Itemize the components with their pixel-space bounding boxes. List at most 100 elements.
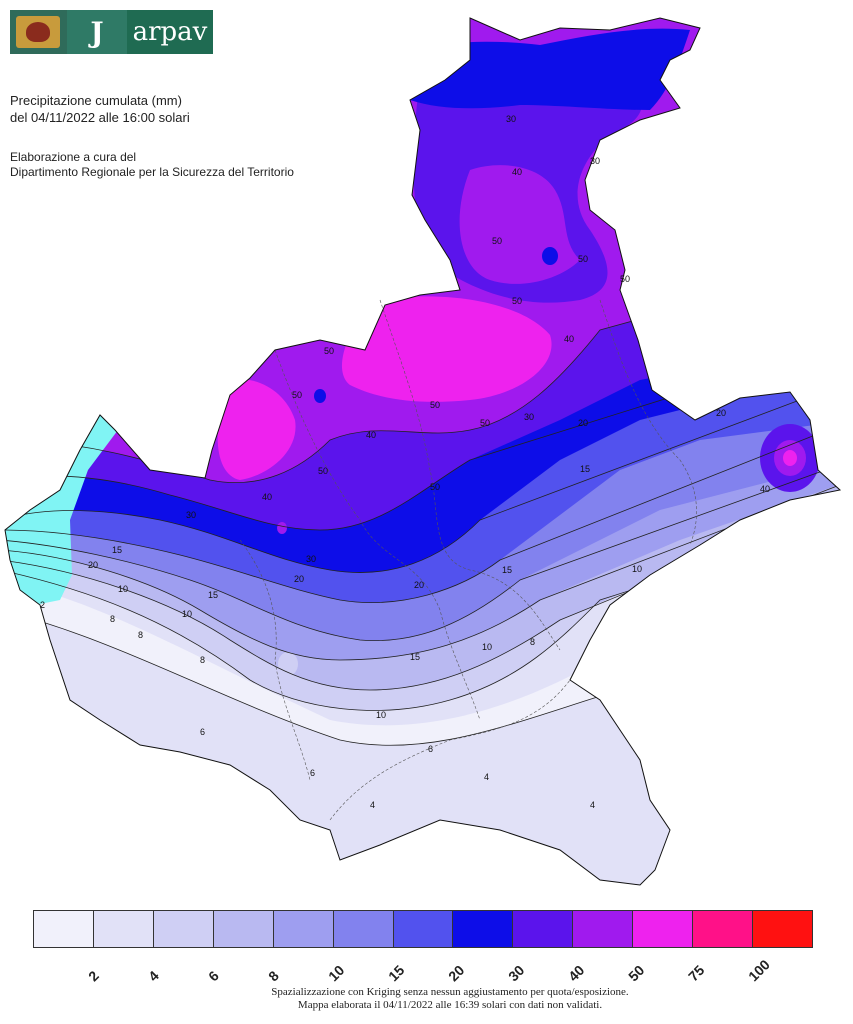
contour-6 (5, 519, 840, 711)
band-30-north (410, 28, 690, 111)
contour-label-20d: 20 (88, 560, 98, 570)
contour-label-30d: 30 (506, 114, 516, 124)
contour-label-6c: 6 (310, 768, 315, 778)
credit-line-1: Elaborazione a cura del (10, 150, 137, 164)
contour-label-30: 30 (306, 554, 316, 564)
contour-label-50j: 50 (620, 274, 630, 284)
contour-label-8: 8 (200, 655, 205, 665)
legend-tick-30: 30 (505, 961, 528, 985)
contour-label-20c: 20 (578, 418, 588, 428)
map-credit: Elaborazione a cura del Dipartimento Reg… (10, 150, 294, 180)
legend-swatch-4-6 (153, 911, 214, 947)
contour-label-6b: 6 (428, 744, 433, 754)
legend-tick-20: 20 (445, 961, 468, 985)
brand-wordmark: arpav (127, 10, 213, 54)
contour-label-15c: 15 (502, 565, 512, 575)
contour-label-20e: 20 (716, 408, 726, 418)
legend-swatch-8-10 (273, 911, 334, 947)
contour-label-4b: 4 (484, 772, 489, 782)
legend-tick-50: 50 (625, 961, 648, 985)
contour-label-15d: 15 (580, 464, 590, 474)
band-50-cell (277, 522, 287, 534)
footer-line-1: Spazializzazione con Kriging senza nessu… (271, 986, 629, 998)
legend-swatch-40-50 (573, 911, 634, 947)
contour-label-2: 2 (40, 600, 45, 610)
province-borders (239, 299, 697, 821)
legend-tick-15: 15 (385, 961, 408, 985)
contour-label-10: 10 (376, 710, 386, 720)
legend-tick-8: 8 (265, 967, 282, 985)
legend-swatch-75-100 (693, 911, 754, 947)
contour-label-50i: 50 (578, 254, 588, 264)
contour-label-10b: 10 (182, 609, 192, 619)
contour-label-8d: 8 (110, 614, 115, 624)
contour-labels: 4 4 4 6 6 6 8 8 8 8 10 10 10 10 10 15 15… (40, 114, 770, 810)
contour-label-50h: 50 (318, 466, 328, 476)
contour-label-15e: 15 (112, 545, 122, 555)
contour-4 (5, 599, 840, 746)
legend-swatch-50-75 (633, 911, 694, 947)
credit-line-2: Dipartimento Regionale per la Sicurezza … (10, 165, 294, 179)
precipitation-map: 4 4 4 6 6 6 8 8 8 8 10 10 10 10 10 15 15… (4, 17, 842, 886)
contour-label-40b: 40 (366, 430, 376, 440)
band-30-cell (542, 247, 558, 265)
contour-10 (5, 479, 840, 661)
band-75-center (341, 296, 552, 402)
title-line-2: del 04/11/2022 alle 16:00 solari (10, 110, 190, 125)
title-line-1: Precipitazione cumulata (mm) (10, 93, 182, 108)
contour-40 (5, 339, 840, 531)
contour-label-10c: 10 (482, 642, 492, 652)
lake-garda (5, 415, 118, 605)
band-75-east (783, 450, 797, 466)
legend-tick-100: 100 (745, 956, 773, 985)
contour-label-4c: 4 (590, 800, 595, 810)
contour-label-20: 20 (294, 574, 304, 584)
contour-label-40: 40 (262, 492, 272, 502)
contour-label-40c: 40 (512, 167, 522, 177)
contour-label-30c: 30 (524, 412, 534, 422)
legend-tick-6: 6 (205, 967, 222, 985)
contour-label-50d: 50 (492, 236, 502, 246)
contour-label-15: 15 (410, 652, 420, 662)
contour-label-50e: 50 (324, 346, 334, 356)
contour-label-50: 50 (430, 400, 440, 410)
contour-15 (5, 459, 840, 642)
legend-swatch-6-8 (213, 911, 274, 947)
lion-emblem-icon (10, 10, 67, 54)
contour-label-50f: 50 (292, 390, 302, 400)
contour-label-15b: 15 (208, 590, 218, 600)
contour-label-30b: 30 (186, 510, 196, 520)
contour-label-50b: 50 (480, 418, 490, 428)
legend-tick-4: 4 (145, 967, 162, 985)
legend-tick-75: 75 (685, 961, 708, 985)
arpav-logo: J arpav (10, 10, 213, 54)
legend-swatch-2-4 (93, 911, 154, 947)
footer-line-2: Mappa elaborata il 04/11/2022 alle 16:39… (297, 999, 603, 1011)
contour-label-30e: 30 (590, 156, 600, 166)
contour-label-10d: 10 (632, 564, 642, 574)
contour-label-50g: 50 (430, 482, 440, 492)
contour-label-8b: 8 (138, 630, 143, 640)
band-75-west (217, 379, 296, 480)
legend-swatch-0-2 (34, 911, 94, 947)
legend-tick-40: 40 (565, 961, 588, 985)
arpav-mark-icon: J (67, 10, 127, 54)
contour-30 (5, 379, 840, 573)
color-legend (33, 910, 813, 948)
map-footer: Spazializzazione con Kriging senza nessu… (0, 986, 853, 1012)
legend-swatch-10-15 (333, 911, 394, 947)
contour-label-40e: 40 (760, 484, 770, 494)
legend-tick-labels: 2 4 6 8 10 15 20 30 40 50 75 100 (33, 955, 813, 985)
legend-swatch-20-30 (453, 911, 514, 947)
map-title: Precipitazione cumulata (mm) del 04/11/2… (10, 92, 190, 126)
legend-swatch-100-plus (753, 911, 812, 947)
legend-swatch-30-40 (513, 911, 574, 947)
contour-label-10e: 10 (118, 584, 128, 594)
band-30-cell-west (314, 389, 326, 403)
region-outline (4, 17, 842, 886)
contour-label-8c: 8 (530, 637, 535, 647)
contour-8 (5, 499, 840, 691)
contour-label-4: 4 (370, 800, 375, 810)
contour-label-20b: 20 (414, 580, 424, 590)
legend-tick-10: 10 (325, 961, 348, 985)
